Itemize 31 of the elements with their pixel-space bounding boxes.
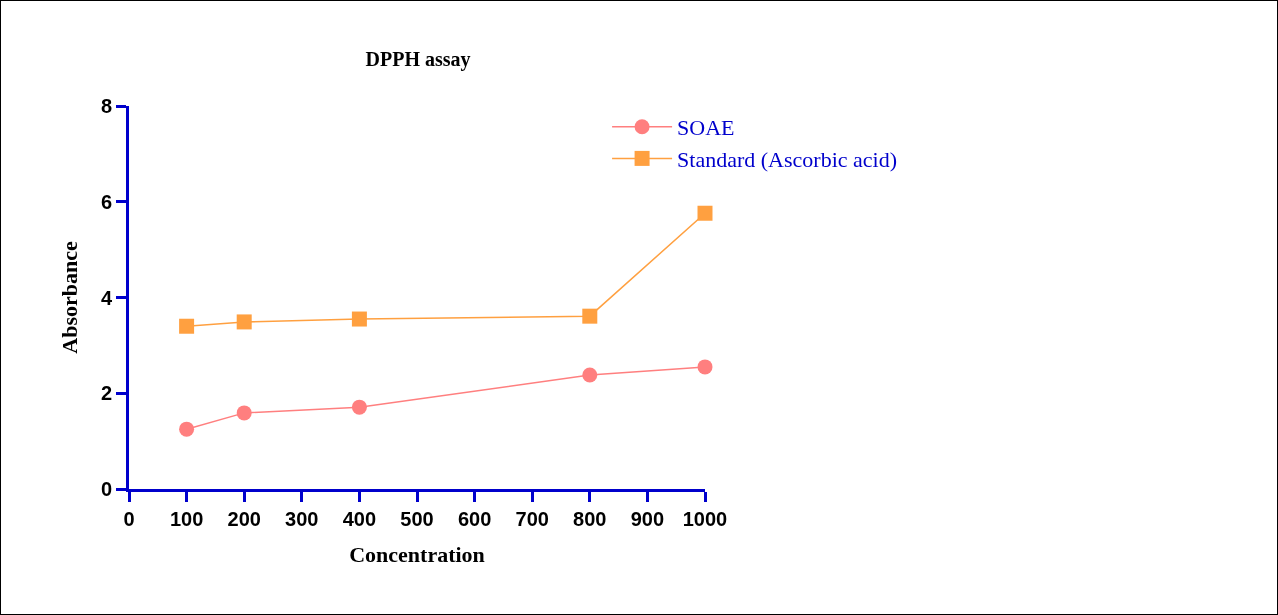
point <box>236 314 252 330</box>
y-tick-label: 8 <box>100 95 112 117</box>
legend-label: Standard (Ascorbic acid) <box>677 146 897 172</box>
y-tick-label: 4 <box>100 286 113 309</box>
point <box>582 367 598 383</box>
legend-label: SOAE <box>677 115 735 141</box>
y-tick-label: 2 <box>100 382 112 405</box>
x-tick-label: 0 <box>123 508 135 530</box>
x-tick-label: 700 <box>515 508 549 530</box>
x-tick-label: 100 <box>169 508 204 530</box>
point <box>179 318 195 334</box>
chart-title: DPPH assay <box>365 48 471 71</box>
point <box>582 308 598 324</box>
x-tick-label: 400 <box>342 508 377 530</box>
point <box>351 399 367 415</box>
y-tick-label: 0 <box>100 478 112 500</box>
x-tick-label: 500 <box>400 508 434 530</box>
point <box>697 359 713 375</box>
x-tick-label: 200 <box>227 508 261 530</box>
x-tick-label: 900 <box>630 508 665 530</box>
y-axis-title: Absorbance <box>56 241 82 354</box>
point <box>236 405 252 421</box>
point <box>179 421 195 437</box>
y-tick-label: 6 <box>100 190 112 213</box>
point <box>697 205 713 221</box>
x-tick-label: 300 <box>285 508 319 530</box>
point <box>351 311 367 327</box>
x-tick-label: 1000 <box>682 508 728 530</box>
x-axis-title: Concentration <box>349 541 485 567</box>
x-tick-label: 600 <box>457 508 492 530</box>
x-tick-label: 800 <box>573 508 607 530</box>
